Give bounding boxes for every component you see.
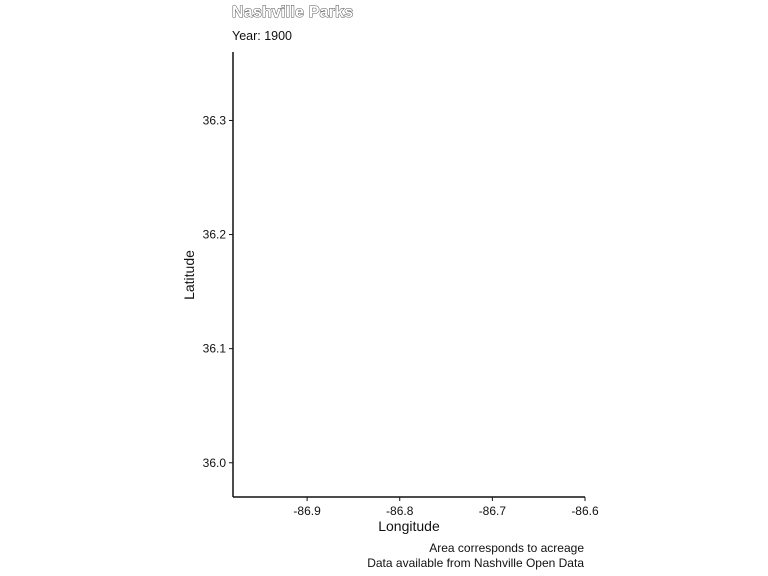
- y-tick-label: 36.0: [203, 456, 227, 470]
- caption-line-acreage: Area corresponds to acreage: [429, 541, 584, 555]
- chart-caption: Area corresponds to acreage Data availab…: [367, 541, 584, 571]
- ticks: -86.9 -86.8 -86.7 -86.6 36.0 36.1 36.2 36.3: [203, 113, 599, 518]
- y-axis-label: Latitude: [181, 250, 197, 300]
- x-tick-label: -86.7: [479, 504, 507, 518]
- x-tick-label: -86.9: [293, 504, 321, 518]
- chart-subtitle: Year: 1900: [232, 29, 293, 43]
- x-tick-label: -86.6: [571, 504, 599, 518]
- y-tick-label: 36.3: [203, 113, 227, 127]
- x-axis-label: Longitude: [378, 518, 440, 534]
- y-tick-label: 36.1: [203, 342, 227, 356]
- y-tick-label: 36.2: [203, 228, 227, 242]
- x-tick-label: -86.8: [386, 504, 414, 518]
- axes: [232, 52, 585, 498]
- caption-line-source: Data available from Nashville Open Data: [367, 556, 584, 570]
- chart-title: Nashville Parks: [231, 4, 354, 22]
